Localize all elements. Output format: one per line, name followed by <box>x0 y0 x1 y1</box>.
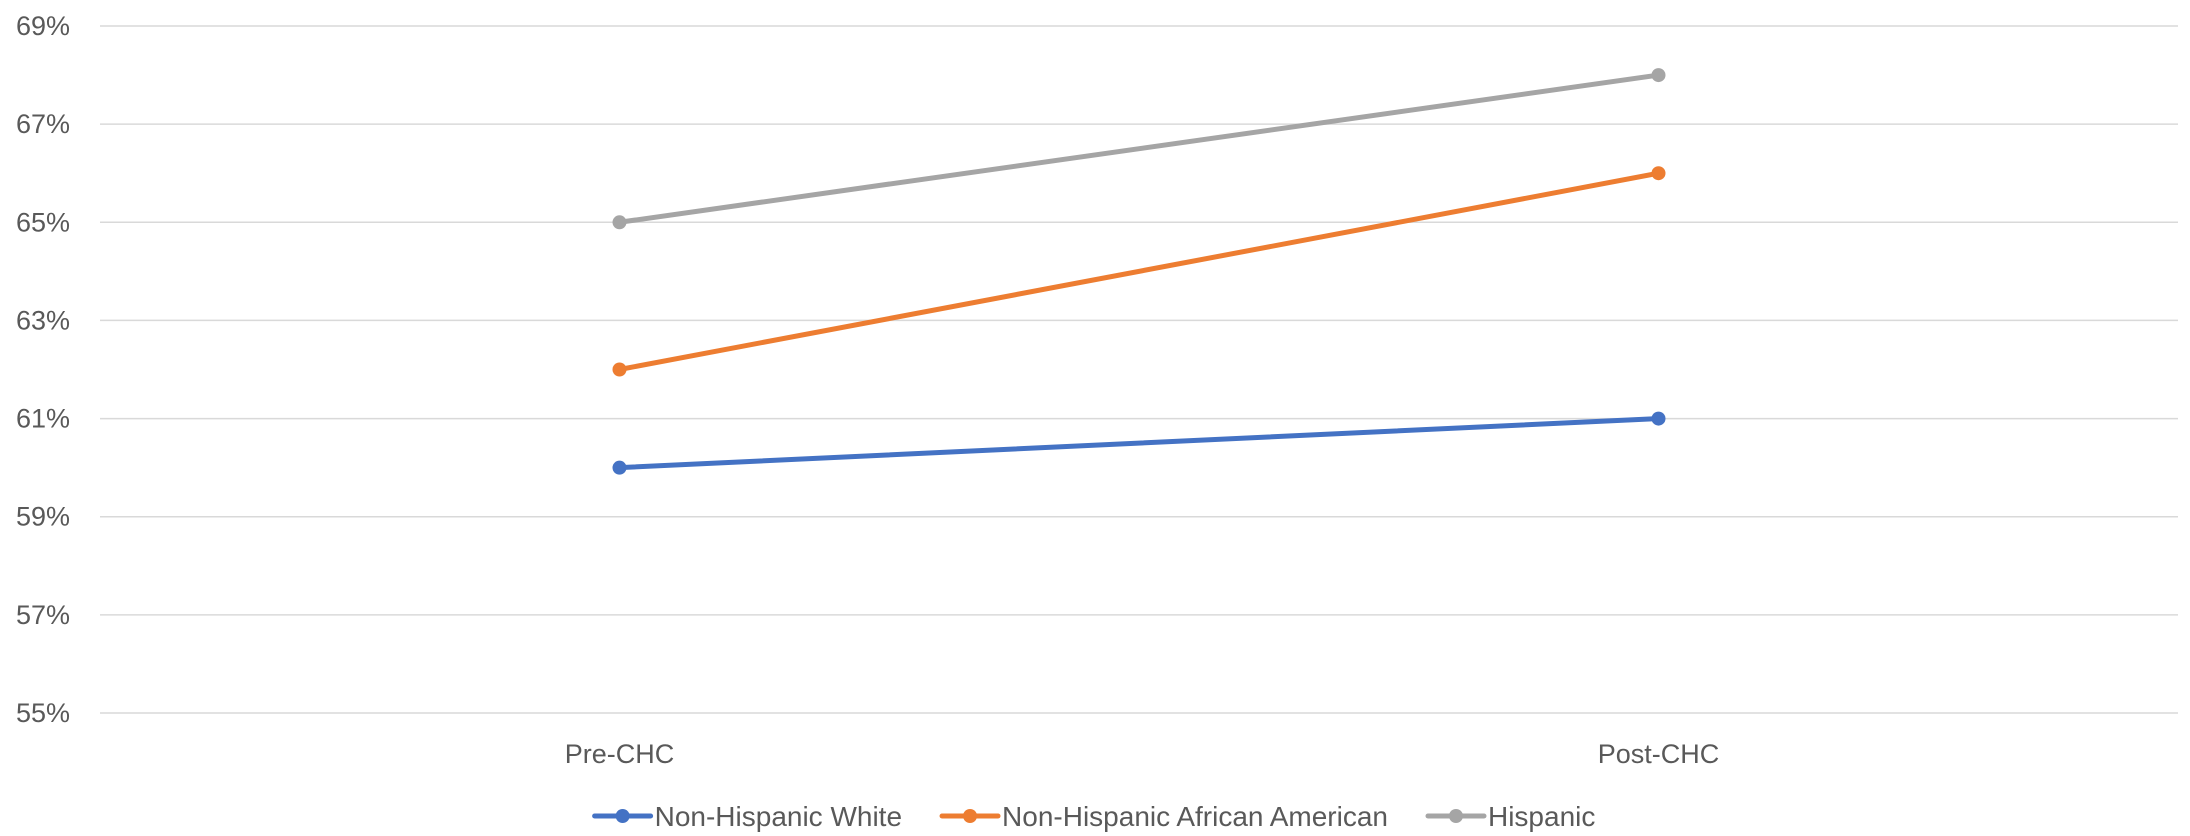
data-point <box>1651 166 1666 181</box>
legend-point-marker <box>963 809 978 823</box>
series-hispanic <box>612 68 1666 230</box>
series-line <box>617 170 1661 372</box>
data-point <box>612 362 627 377</box>
x-axis-ticks: Pre-CHC Post-CHC <box>565 739 1720 769</box>
x-tick-label: Pre-CHC <box>565 739 675 769</box>
data-point <box>612 460 627 475</box>
legend-point-marker <box>615 809 630 823</box>
series-line <box>617 416 1661 471</box>
series-non-hispanic-african-american <box>612 166 1666 377</box>
gridlines <box>100 25 2178 714</box>
legend-label: Non-Hispanic African American <box>1002 801 1388 832</box>
y-tick-label: 59% <box>16 502 70 532</box>
legend-point-marker <box>1448 809 1463 823</box>
legend-item: Hispanic <box>1425 801 1595 832</box>
y-axis-ticks: 55% 57% 59% 61% 63% 65% 67% 69% <box>16 11 70 728</box>
legend-item: Non-Hispanic African American <box>939 801 1388 832</box>
y-tick-label: 65% <box>16 207 70 237</box>
y-tick-label: 57% <box>16 600 70 630</box>
legend-label: Non-Hispanic White <box>655 801 902 832</box>
series-line <box>617 72 1661 225</box>
y-tick-label: 63% <box>16 305 70 335</box>
y-tick-label: 67% <box>16 109 70 139</box>
y-tick-label: 55% <box>16 698 70 728</box>
y-tick-label: 61% <box>16 404 70 434</box>
data-point <box>1651 68 1666 83</box>
legend: Non-Hispanic White Non-Hispanic African A… <box>592 801 1595 832</box>
series-non-hispanic-white <box>612 411 1666 475</box>
legend-item: Non-Hispanic White <box>592 801 902 832</box>
series-lines <box>612 68 1666 475</box>
data-point <box>1651 411 1666 426</box>
x-tick-label: Post-CHC <box>1598 739 1720 769</box>
y-tick-label: 69% <box>16 11 70 41</box>
data-point <box>612 215 627 230</box>
legend-label: Hispanic <box>1488 801 1595 832</box>
